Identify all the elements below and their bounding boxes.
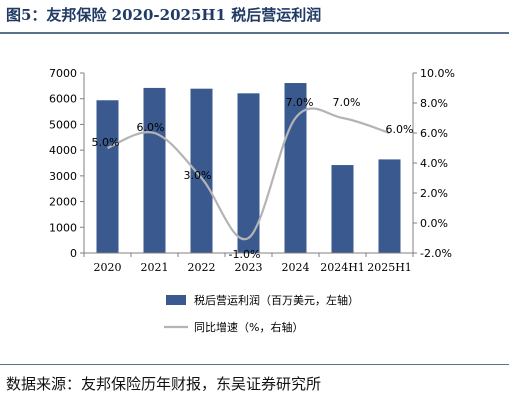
source-rule: [0, 364, 509, 365]
x-tick-label: 2023: [235, 261, 263, 274]
right-tick-label: 0.0%: [420, 217, 448, 230]
legend-line-label: 同比增速（%，右轴）: [194, 320, 303, 334]
x-tick-label: 2020: [94, 261, 122, 274]
x-tick-label: 2025H1: [367, 261, 412, 274]
bar-2022: [190, 88, 213, 253]
right-tick-label: 2.0%: [420, 187, 448, 200]
left-tick-label: 5000: [49, 118, 77, 131]
growth-data-label: 5.0%: [92, 136, 120, 149]
left-tick-label: 7000: [49, 67, 77, 80]
growth-data-label: -1.0%: [229, 248, 261, 261]
left-tick-label: 3000: [49, 170, 77, 183]
figure-title: 图5：友邦保险 2020-2025H1 税后营运利润: [6, 6, 322, 24]
chart-svg: 0 1000 2000 3000 4000 5000 6000 7000 -2.0% 0.0% 2.…: [49, 67, 455, 334]
bar-2020: [96, 100, 119, 253]
growth-data-label: 6.0%: [386, 123, 414, 136]
left-tick-label: 1000: [49, 221, 77, 234]
left-tick-label: 4000: [49, 144, 77, 157]
right-tick-label: 8.0%: [420, 97, 448, 110]
x-tick-label: 2022: [188, 261, 216, 274]
right-tick-label: -2.0%: [420, 247, 452, 260]
legend-bar-swatch: [166, 295, 186, 305]
growth-data-label: 7.0%: [286, 96, 314, 109]
growth-data-label: 6.0%: [137, 121, 165, 134]
right-tick-label: 4.0%: [420, 157, 448, 170]
right-tick-label: 6.0%: [420, 127, 448, 140]
title-rule: [0, 32, 509, 34]
bar-2023: [237, 93, 260, 253]
x-tick-label: 2024: [282, 261, 310, 274]
bar-2025H1: [378, 159, 401, 253]
left-tick-label: 0: [70, 247, 77, 260]
legend-bar-label: 税后营运利润（百万美元，左轴）: [194, 293, 359, 307]
bar-2024H1: [331, 165, 354, 253]
source-note: 数据来源：友邦保险历年财报，东吴证券研究所: [6, 375, 322, 393]
x-tick-label: 2024H1: [320, 261, 365, 274]
growth-data-label: 3.0%: [184, 169, 212, 182]
left-tick-label: 2000: [49, 196, 77, 209]
bar-2021: [143, 87, 166, 254]
right-tick-label: 10.0%: [420, 67, 455, 80]
x-tick-label: 2021: [141, 261, 169, 274]
growth-data-label: 7.0%: [333, 96, 361, 109]
left-tick-label: 6000: [49, 93, 77, 106]
